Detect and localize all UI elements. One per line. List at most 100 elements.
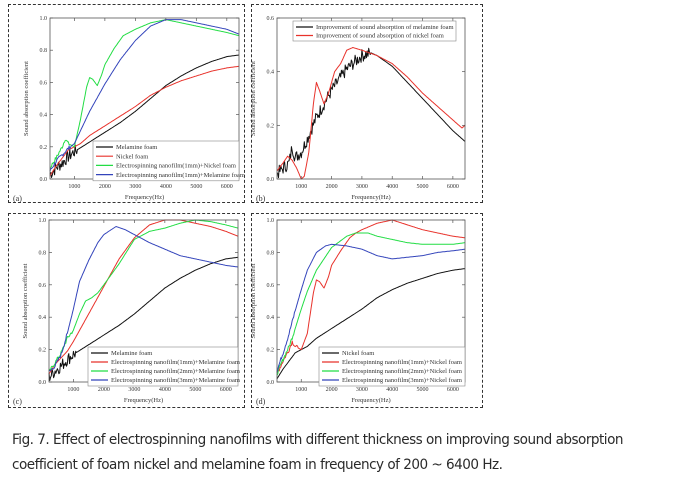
legend-label-b-0: Improvement of sound absorption of melam… (316, 24, 454, 31)
y-tick-label-d-1: 0.2 (267, 348, 275, 354)
y-tick-label-a-4: 0.8 (40, 48, 48, 54)
chart-panel-d: 1000 2000 3000 4000 5000 6000 0.0 0.2 0.4 0.6 0.8 1… (250, 213, 483, 408)
chart-d-svg: 1000 2000 3000 4000 5000 6000 0.0 0.2 0.4 0.6 0.8 1… (250, 218, 466, 406)
x-tick-label-c-6000: 6000 (220, 387, 232, 393)
series-line-c-2 (48, 219, 239, 372)
x-axis-title-d: Frequency(Hz) (351, 397, 390, 404)
series-line-a-1 (49, 65, 240, 177)
y-tick-label-a-5: 1.0 (40, 16, 48, 22)
legend-label-c-2: Electrospinning nanofilm(2mm)+Melamine f… (111, 368, 240, 375)
y-axis-title-b: Sound absorption coefficient (250, 61, 257, 136)
panel-label-b: (b) (256, 194, 266, 203)
legend-label-c-0: Melamine foam (111, 350, 152, 357)
legend-label-d-1: Electrospinning nanofilm(1mm)+Nickel foa… (342, 359, 462, 366)
chart-panel-b: 1000 2000 3000 4000 5000 6000 0.0 0.2 0.4 0.6 Freq… (250, 4, 483, 203)
x-tick-label-c-1000: 1000 (67, 387, 79, 393)
legend-label-d-0: Nickel foam (342, 350, 374, 357)
y-tick-label-a-0: 0.0 (40, 177, 48, 183)
x-tick-label-a-2000: 2000 (99, 184, 111, 190)
chart-panel-a: 1000 2000 3000 4000 5000 6000 0.0 0.2 0.4 0.6 0.8 1… (8, 4, 245, 203)
x-tick-label-d-3000: 3000 (356, 387, 368, 393)
x-tick-label-c-3000: 3000 (128, 387, 140, 393)
x-tick-label-a-4000: 4000 (160, 184, 172, 190)
x-axis-title-c: Frequency(Hz) (124, 397, 163, 404)
x-tick-label-c-4000: 4000 (159, 387, 171, 393)
legend-label-c-1: Electrospinning nanofilm(1mm)+Melamine f… (111, 359, 240, 366)
x-tick-label-c-2000: 2000 (98, 387, 110, 393)
legend-label-d-3: Electrospinning nanofilm(3mm)+Nickel foa… (342, 377, 462, 384)
chart-c-svg: 1000 2000 3000 4000 5000 6000 0.0 0.2 0.4 0.6 0.8 1… (13, 218, 240, 406)
x-tick-label-d-1000: 1000 (295, 387, 307, 393)
series-line-a-2 (49, 19, 240, 168)
legend-box-b (292, 20, 457, 42)
legend-label-d-2: Electrospinning nanofilm(2mm)+Nickel foa… (342, 368, 462, 375)
chart-panel-c: 1000 2000 3000 4000 5000 6000 0.0 0.2 0.4 0.6 0.8 1… (8, 213, 245, 408)
legend-label-a-3: Electrospinning nanofilm(1mm)+Melamine f… (116, 172, 245, 179)
y-tick-label-c-1: 0.2 (39, 348, 47, 354)
x-tick-label-a-3000: 3000 (129, 184, 141, 190)
legend-label-b-1: Improvement of sound absorption of nicke… (316, 33, 444, 40)
x-tick-label-a-5000: 5000 (190, 184, 202, 190)
x-axis-title-b: Frequency(Hz) (351, 194, 390, 201)
y-tick-label-b-0: 0.0 (267, 177, 275, 183)
y-tick-label-b-2: 0.4 (267, 70, 275, 76)
x-tick-label-c-5000: 5000 (189, 387, 201, 393)
chart-a-svg: 1000 2000 3000 4000 5000 6000 0.0 0.2 0.4 0.6 0.8 1… (13, 16, 245, 203)
series-line-a-3 (49, 19, 240, 172)
series-line-d-0 (276, 268, 466, 380)
series-line-c-3 (48, 226, 239, 372)
series-line-d-2 (276, 232, 466, 376)
y-tick-label-c-5: 1.0 (39, 218, 47, 224)
x-tick-label-d-5000: 5000 (417, 387, 429, 393)
series-line-c-0 (48, 256, 239, 381)
legend-box-a (92, 140, 240, 182)
x-tick-label-a-1000: 1000 (68, 184, 80, 190)
x-tick-label-b-6000: 6000 (447, 184, 459, 190)
y-tick-label-d-5: 1.0 (267, 218, 275, 224)
legend-label-c-3: Electrospinning nanofilm(3mm)+Melamine f… (111, 377, 240, 384)
series-line-d-1 (276, 219, 466, 374)
x-tick-label-d-4000: 4000 (386, 387, 398, 393)
y-tick-label-a-3: 0.6 (40, 80, 48, 86)
x-tick-label-b-5000: 5000 (417, 184, 429, 190)
y-tick-label-a-2: 0.4 (40, 113, 48, 119)
x-tick-label-b-3000: 3000 (356, 184, 368, 190)
series-line-d-3 (276, 243, 466, 373)
legend-label-a-1: Nickel foam (116, 153, 148, 160)
y-tick-label-b-3: 0.6 (267, 16, 275, 22)
panel-label-d: (d) (256, 397, 266, 406)
panel-label-c: (c) (13, 397, 22, 406)
x-axis-title-a: Frequency(Hz) (125, 194, 164, 201)
x-tick-label-a-6000: 6000 (221, 184, 233, 190)
x-tick-label-d-6000: 6000 (447, 387, 459, 393)
y-tick-label-b-1: 0.2 (267, 123, 275, 129)
y-tick-label-c-4: 0.8 (39, 250, 47, 256)
y-tick-label-c-2: 0.4 (39, 315, 47, 321)
plot-frame-b (276, 17, 466, 180)
y-tick-label-a-1: 0.2 (40, 145, 48, 151)
figure-caption: Fig. 7. Effect of electrospinning nanofi… (12, 431, 623, 473)
y-tick-label-c-3: 0.6 (39, 283, 47, 289)
y-axis-title-d: Sound absorption coefficient (250, 263, 257, 338)
legend-label-a-0: Melamine foam (116, 144, 157, 151)
y-tick-label-d-3: 0.6 (267, 283, 275, 289)
x-tick-label-b-2000: 2000 (326, 184, 338, 190)
y-tick-label-d-4: 0.8 (267, 250, 275, 256)
x-tick-label-b-4000: 4000 (386, 184, 398, 190)
y-axis-title-a: Sound absorption coefficient (23, 61, 30, 136)
y-axis-title-c: Sound absorption coefficient (22, 263, 29, 338)
y-tick-label-d-0: 0.0 (267, 380, 275, 386)
x-tick-label-d-2000: 2000 (326, 387, 338, 393)
panel-label-a: (a) (13, 194, 22, 203)
chart-b-svg: 1000 2000 3000 4000 5000 6000 0.0 0.2 0.4 0.6 Freq… (250, 16, 466, 203)
series-line-a-0 (49, 54, 240, 178)
series-line-b-0 (276, 47, 466, 179)
series-line-b-1 (276, 47, 466, 180)
y-tick-label-c-0: 0.0 (39, 380, 47, 386)
legend-box-d (318, 346, 466, 387)
series-line-c-1 (48, 219, 239, 375)
legend-box-c (87, 346, 239, 387)
y-tick-label-d-2: 0.4 (267, 315, 275, 321)
x-tick-label-b-1000: 1000 (295, 184, 307, 190)
legend-label-a-2: Electrospinning nanofilm(1mm)+Nickel foa… (116, 163, 236, 170)
